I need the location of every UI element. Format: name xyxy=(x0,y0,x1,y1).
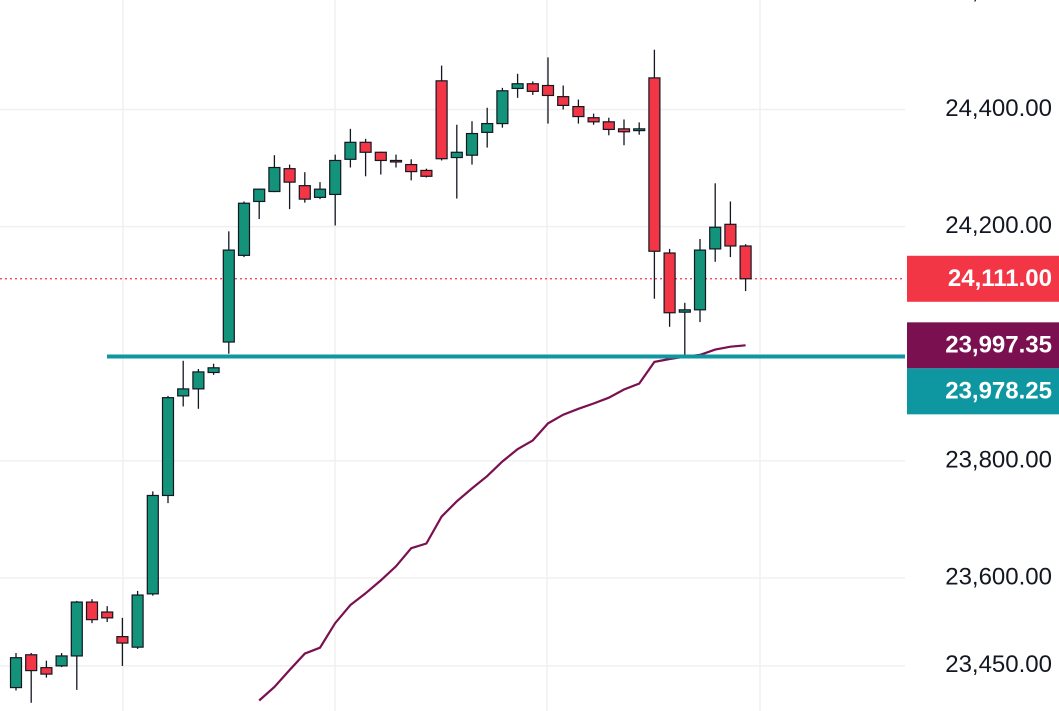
candle-body xyxy=(177,388,190,397)
candle-body xyxy=(693,249,707,311)
candle-body xyxy=(557,96,570,107)
candle-body xyxy=(101,611,114,619)
candle-body xyxy=(237,202,251,256)
y-tick-label: 24,200.00 xyxy=(945,212,1052,239)
candle-body xyxy=(329,159,342,196)
candle-body xyxy=(344,141,357,160)
y-tick-label: 23,800.00 xyxy=(945,446,1052,473)
candle-body xyxy=(207,367,220,374)
price-tag xyxy=(907,368,1059,415)
candle-body xyxy=(617,128,631,133)
candle-body xyxy=(633,128,646,132)
candle-body xyxy=(359,141,372,153)
candle-body xyxy=(450,151,463,159)
candle-body xyxy=(298,185,311,200)
candle-body xyxy=(420,169,433,177)
candle-body xyxy=(192,371,205,390)
candle-body xyxy=(9,657,23,689)
candle-body xyxy=(587,117,600,123)
y-tick-label: 24,400.00 xyxy=(945,95,1052,122)
candle-body xyxy=(161,397,175,497)
candle-body xyxy=(496,90,509,125)
candle-body xyxy=(146,494,159,595)
price-tag xyxy=(907,322,1059,369)
y-tick-label: 23,450.00 xyxy=(945,651,1052,678)
price-tag-label: 23,997.35 xyxy=(945,332,1052,359)
moving-average-line xyxy=(258,344,746,702)
y-tick-label: 23,600.00 xyxy=(945,563,1052,590)
candle-body xyxy=(663,252,676,314)
candle-body xyxy=(465,132,479,156)
candle-body xyxy=(648,77,661,252)
candle-body xyxy=(55,655,68,667)
candle-body xyxy=(85,601,99,621)
candle-body xyxy=(511,83,524,90)
candle-body xyxy=(526,83,539,92)
price-tag xyxy=(907,255,1059,302)
candle-body xyxy=(389,159,403,163)
candle-body xyxy=(131,594,144,648)
candle-body xyxy=(541,84,555,97)
candle-body xyxy=(405,163,418,173)
candle-body xyxy=(435,80,448,160)
y-tick-label: 24,600.00 xyxy=(945,0,1052,5)
candle-body xyxy=(253,188,266,203)
candle-body xyxy=(481,122,494,133)
candle-body xyxy=(40,667,53,675)
candle-body xyxy=(268,166,281,193)
candle-body xyxy=(283,168,296,183)
candle-body xyxy=(374,151,387,162)
candle-body xyxy=(678,309,691,313)
candle-body xyxy=(116,636,129,644)
candle-body xyxy=(572,105,585,118)
candle-body xyxy=(222,249,235,343)
candle-body xyxy=(25,654,38,672)
candle-body xyxy=(313,188,327,198)
candle-body xyxy=(709,226,722,250)
price-tag-label: 24,111.00 xyxy=(948,265,1052,292)
candle-body xyxy=(70,601,83,657)
candle-body xyxy=(724,223,737,247)
candle-body xyxy=(602,121,615,131)
price-tag-label: 23,978.25 xyxy=(945,378,1052,405)
candle-body xyxy=(739,245,752,280)
